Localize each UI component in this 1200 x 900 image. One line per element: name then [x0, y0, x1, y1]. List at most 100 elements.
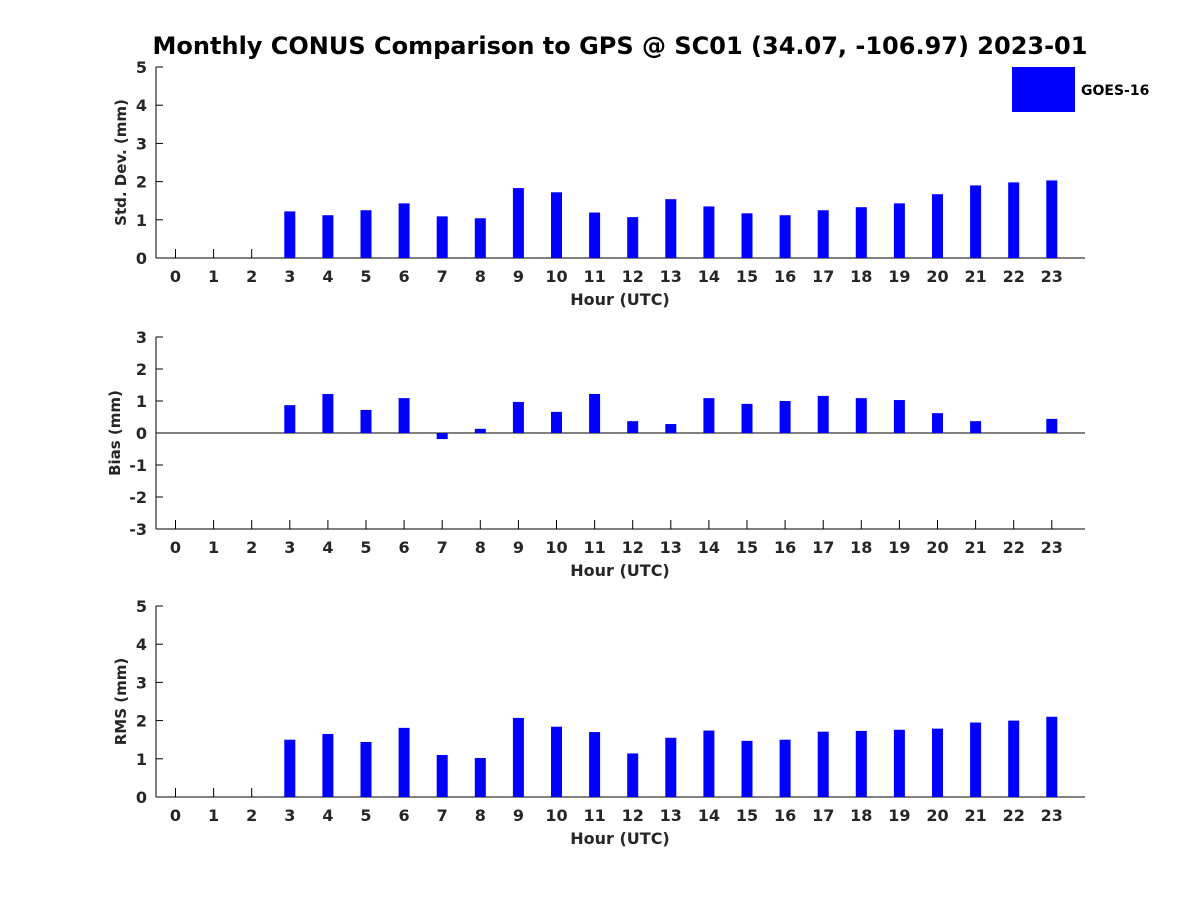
x-tick-label: 2 — [246, 806, 257, 825]
bar-hour-4 — [322, 393, 334, 433]
y-tick-label: 5 — [136, 597, 147, 616]
x-tick-label: 6 — [399, 538, 410, 557]
y-tick-label: 1 — [136, 392, 147, 411]
x-tick-label: 6 — [399, 267, 410, 286]
y-tick-label: 3 — [136, 673, 147, 692]
bar-hour-6 — [398, 203, 410, 258]
x-tick-label: 4 — [322, 267, 333, 286]
bar-hour-3 — [284, 405, 296, 433]
x-tick-label: 0 — [170, 538, 181, 557]
y-tick-label: 3 — [136, 328, 147, 347]
bar-hour-18 — [855, 398, 867, 433]
bar-hour-14 — [703, 206, 715, 258]
bar-hour-9 — [512, 717, 524, 797]
bar-hour-18 — [855, 730, 867, 797]
y-tick-label: -1 — [129, 456, 147, 475]
x-tick-label: 22 — [1003, 267, 1025, 286]
x-tick-label: 15 — [736, 267, 758, 286]
x-tick-label: 3 — [284, 538, 295, 557]
bar-hour-12 — [627, 217, 639, 258]
x-tick-label: 15 — [736, 806, 758, 825]
x-tick-label: 8 — [475, 538, 486, 557]
bar-hour-5 — [360, 741, 372, 797]
bar-hour-11 — [589, 732, 601, 797]
bar-hour-13 — [665, 199, 677, 258]
x-tick-label: 18 — [850, 806, 872, 825]
x-tick-label: 21 — [964, 538, 986, 557]
x-tick-label: 12 — [622, 806, 644, 825]
x-tick-label: 16 — [774, 538, 796, 557]
bar-hour-22 — [1008, 182, 1020, 258]
x-tick-label: 21 — [964, 267, 986, 286]
bar-hour-11 — [589, 393, 601, 433]
x-tick-label: 7 — [437, 806, 448, 825]
x-tick-label: 23 — [1041, 806, 1063, 825]
x-tick-label: 13 — [660, 267, 682, 286]
x-tick-label: 13 — [660, 806, 682, 825]
bar-hour-23 — [1046, 418, 1058, 433]
bar-hour-5 — [360, 210, 372, 258]
x-tick-label: 0 — [170, 806, 181, 825]
x-tick-label: 7 — [437, 538, 448, 557]
y-tick-label: 0 — [136, 788, 147, 807]
x-tick-label: 9 — [513, 538, 524, 557]
bar-hour-8 — [474, 428, 486, 433]
x-tick-label: 22 — [1003, 806, 1025, 825]
x-tick-label: 22 — [1003, 538, 1025, 557]
x-tick-label: 19 — [888, 806, 910, 825]
y-axis-label: Std. Dev. (mm) — [112, 99, 130, 226]
x-tick-label: 1 — [208, 267, 219, 286]
legend-swatch-goes-16 — [1012, 67, 1075, 112]
bar-hour-20 — [932, 194, 943, 258]
bar-hour-20 — [932, 728, 943, 797]
bar-hour-11 — [589, 212, 601, 258]
x-tick-label: 14 — [698, 806, 720, 825]
x-tick-label: 16 — [774, 806, 796, 825]
bar-hour-8 — [474, 218, 486, 258]
bar-hour-6 — [398, 727, 410, 797]
bar-hour-22 — [1008, 720, 1020, 797]
bar-hour-9 — [512, 401, 524, 433]
bar-hour-17 — [817, 731, 829, 797]
y-tick-label: 0 — [136, 249, 147, 268]
x-tick-label: 20 — [926, 806, 948, 825]
x-tick-label: 2 — [246, 267, 257, 286]
bar-hour-10 — [551, 192, 562, 258]
bar-hour-12 — [627, 753, 639, 797]
x-tick-label: 9 — [513, 267, 524, 286]
x-tick-label: 12 — [622, 538, 644, 557]
x-tick-label: 1 — [208, 806, 219, 825]
x-axis-label: Hour (UTC) — [570, 290, 670, 309]
y-tick-label: 5 — [136, 58, 147, 77]
x-tick-label: 12 — [622, 267, 644, 286]
y-tick-label: 4 — [136, 96, 147, 115]
bar-hour-4 — [322, 215, 334, 258]
bar-hour-18 — [855, 207, 867, 258]
x-tick-label: 14 — [698, 538, 720, 557]
x-tick-label: 7 — [437, 267, 448, 286]
bar-hour-13 — [665, 424, 677, 433]
y-tick-label: 2 — [136, 712, 147, 731]
x-tick-label: 17 — [812, 538, 834, 557]
bar-hour-23 — [1046, 180, 1058, 258]
y-tick-label: 3 — [136, 134, 147, 153]
bar-hour-8 — [474, 758, 486, 797]
bar-hour-4 — [322, 733, 334, 797]
x-tick-label: 23 — [1041, 267, 1063, 286]
bar-hour-3 — [284, 739, 296, 797]
bar-hour-16 — [779, 215, 791, 258]
x-tick-label: 10 — [545, 806, 567, 825]
x-tick-label: 10 — [545, 267, 567, 286]
bar-hour-7 — [436, 754, 448, 797]
x-tick-label: 11 — [583, 538, 605, 557]
bar-hour-14 — [703, 730, 715, 797]
bar-hour-10 — [551, 411, 562, 433]
x-tick-label: 8 — [475, 267, 486, 286]
x-tick-label: 1 — [208, 538, 219, 557]
y-axis-label: Bias (mm) — [106, 390, 124, 476]
bar-hour-15 — [741, 213, 753, 258]
